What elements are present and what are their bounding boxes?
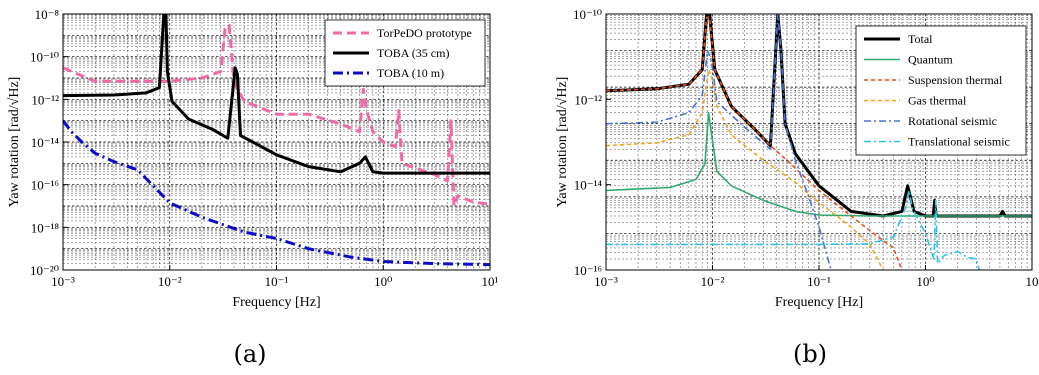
series-group [63,14,490,267]
y-axis-label: Yaw rotation [rad/√Hz] [555,77,570,208]
y-tick-label: 10⁻⁸ [35,7,60,22]
series-line-translational-seismic [606,189,981,270]
y-tick-label: 10⁻¹⁰ [30,50,59,65]
y-tick-label: 10⁻¹⁸ [31,220,60,235]
x-tick-label: 10⁻² [701,274,725,289]
y-tick-label: 10⁻¹⁴ [574,178,603,193]
panel-label-b: (b) [793,340,827,368]
y-tick-label: 10⁻¹² [574,92,602,107]
series-line-rotational-seismic [606,14,832,270]
x-tick-label: 10⁻¹ [265,274,289,289]
series-line-quantum [606,111,1032,217]
x-axis-label: Frequency [Hz] [232,295,320,310]
x-axis-label: Frequency [Hz] [775,295,863,310]
y-tick-label: 10⁻¹⁴ [31,135,60,150]
legend-label: Suspension thermal [908,73,1003,87]
legend-label: TOBA (35 cm) [377,46,449,60]
chart-panel-a: 10⁻³ 10⁻² 10⁻¹ 10⁰ 10¹ 10⁻²⁰ 10⁻¹⁸ 10⁻¹⁶ 10⁻¹⁴ 10… [7,7,499,310]
legend-box [855,25,1027,156]
y-tick-label: 10⁻¹² [31,92,59,107]
chart-panel-b: 10⁻³ 10⁻² 10⁻¹ 10⁰ 10 10⁻¹⁶ 10⁻¹⁴ 10⁻¹² 10⁻¹⁰ Fre… [555,7,1039,310]
x-tick-label: 10⁻² [158,274,182,289]
legend-label: Rotational seismic [908,114,997,128]
y-tick-label: 10⁻²⁰ [30,263,59,278]
x-tick-label: 10⁰ [916,274,934,289]
legend-label: Quantum [908,53,953,67]
x-tick-label: 10⁰ [374,274,392,289]
grid [63,14,490,270]
y-tick-label: 10⁻¹⁶ [574,263,602,278]
y-tick-label: 10⁻¹⁰ [573,7,602,22]
legend: TorPeDO prototype TOBA (35 cm) TOBA (10 m) [324,19,486,87]
legend: Total Quantum Suspension thermal Gas therma… [855,25,1027,156]
panel-label-a: (a) [233,340,266,368]
series-line-suspension-thermal [606,16,903,270]
legend-label: Translational seismic [908,135,1010,149]
series-group [606,14,1032,270]
legend-label: Total [908,32,933,46]
series-line-toba-10-m [63,119,490,267]
series-line-torpedo-prototype [63,23,490,208]
y-axis-label: Yaw rotation [rad/√Hz] [7,77,22,208]
x-tick-label: 10 [1026,274,1039,289]
x-tick-label: 10⁻³ [51,274,75,289]
series-line-gas-thermal [606,68,884,270]
series-line-toba-35-cm [63,14,490,175]
legend-label: TOBA (10 m) [377,66,444,80]
y-tick-label: 10⁻¹⁶ [31,178,59,193]
x-tick-label: 10¹ [482,274,499,289]
x-tick-label: 10⁻¹ [807,274,831,289]
legend-label: Gas thermal [908,94,967,108]
legend-label: TorPeDO prototype [377,26,472,40]
x-tick-label: 10⁻³ [594,274,618,289]
